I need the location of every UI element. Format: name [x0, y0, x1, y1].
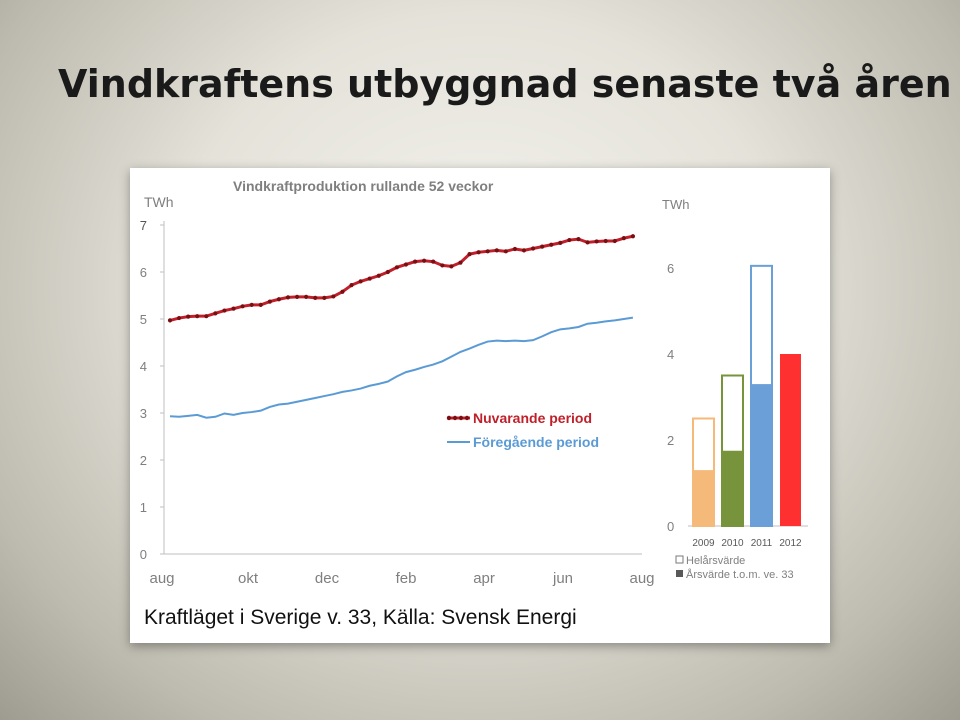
x-tick-label: feb [396, 570, 417, 587]
y-tick-label: 2 [140, 453, 147, 468]
chart-panel: 0 1 2 3 4 5 6 7 aug okt dec feb apr jun aug TWh Vindkraf… [130, 168, 830, 643]
bar-y-tick-label: 2 [667, 433, 674, 448]
data-point-nuvarande-period [521, 248, 527, 253]
data-point-nuvarande-period [594, 239, 599, 244]
data-point-nuvarande-period [512, 246, 518, 252]
line-chart-title: Vindkraftproduktion rullande 52 veckor [233, 178, 494, 194]
data-point-nuvarande-period [412, 259, 418, 264]
bar-arsvarde-2009 [693, 470, 714, 526]
data-point-nuvarande-period [449, 264, 454, 269]
data-point-nuvarande-period [195, 314, 200, 319]
y-axis-label: TWh [144, 194, 174, 210]
legend-marker-nuvarande-period [446, 415, 452, 421]
data-point-nuvarande-period [567, 237, 572, 243]
bar-category-label: 2009 [692, 538, 715, 549]
x-tick-label: aug [149, 570, 174, 587]
data-point-nuvarande-period [240, 304, 245, 309]
bar-category-label: 2010 [721, 538, 744, 549]
data-point-nuvarande-period [585, 240, 590, 245]
data-point-nuvarande-period [612, 238, 617, 244]
x-tick-label: aug [629, 570, 654, 587]
series-line-nuvarande-period [169, 234, 634, 322]
legend-label-arsvarde: Årsvärde t.o.m. ve. 33 [686, 568, 794, 581]
y-tick-label: 4 [140, 359, 147, 374]
data-point-nuvarande-period [494, 248, 499, 253]
data-point-nuvarande-period [540, 244, 545, 249]
data-point-nuvarande-period [385, 269, 390, 275]
data-point-nuvarande-period [503, 249, 508, 254]
data-point-nuvarande-period [249, 302, 254, 307]
data-point-nuvarande-period [313, 295, 318, 300]
data-point-nuvarande-period [331, 294, 336, 299]
data-point-nuvarande-period [530, 246, 536, 251]
bar-category-label: 2011 [751, 538, 773, 549]
chart-canvas: 0 1 2 3 4 5 6 7 aug okt dec feb apr jun aug TWh Vindkraf… [140, 178, 808, 587]
data-point-nuvarande-period [285, 295, 291, 300]
bar-arsvarde-2011 [751, 384, 772, 526]
data-point-nuvarande-period [630, 234, 636, 239]
bar-y-axis-label: TWh [662, 197, 689, 212]
bar-y-tick-label: 0 [667, 519, 674, 534]
data-point-nuvarande-period [294, 294, 300, 300]
data-point-nuvarande-period [204, 314, 209, 319]
data-point-nuvarande-period [267, 299, 272, 304]
data-point-nuvarande-period [167, 318, 173, 323]
data-point-nuvarande-period [186, 314, 191, 319]
bar-y-tick-label: 4 [667, 347, 674, 362]
data-point-nuvarande-period [549, 242, 554, 247]
data-point-nuvarande-period [304, 294, 309, 300]
data-point-nuvarande-period [403, 262, 409, 267]
data-point-nuvarande-period [322, 295, 327, 300]
bar-y-tick-label: 6 [667, 261, 674, 276]
data-point-nuvarande-period [440, 263, 445, 268]
y-tick-label: 5 [140, 312, 147, 327]
data-point-nuvarande-period [422, 258, 427, 263]
data-point-nuvarande-period [276, 297, 282, 302]
x-tick-label: apr [473, 570, 495, 587]
y-tick-label: 1 [140, 500, 147, 515]
legend-marker-nuvarande-period [464, 415, 470, 421]
data-point-nuvarande-period [485, 249, 490, 254]
legend-marker-nuvarande-period [458, 415, 464, 421]
data-point-nuvarande-period [222, 308, 227, 313]
chart-caption: Kraftläget i Sverige v. 33, Källa: Svens… [144, 606, 577, 629]
bar-arsvarde-2012 [780, 354, 801, 526]
bar-arsvarde-2010 [722, 450, 743, 526]
data-point-nuvarande-period [367, 276, 372, 281]
data-point-nuvarande-period [458, 260, 463, 265]
data-point-nuvarande-period [394, 265, 400, 270]
legend-swatch-helarsvarde [675, 555, 684, 564]
data-point-nuvarande-period [258, 302, 263, 307]
y-tick-label: 7 [140, 218, 147, 233]
legend-marker-nuvarande-period [452, 415, 458, 421]
x-tick-label: dec [315, 570, 340, 587]
data-point-nuvarande-period [431, 259, 436, 264]
data-point-nuvarande-period [358, 279, 363, 284]
data-point-nuvarande-period [558, 240, 563, 245]
data-point-nuvarande-period [376, 273, 381, 278]
x-tick-label: okt [238, 570, 259, 587]
x-tick-label: jun [552, 570, 573, 587]
data-point-nuvarande-period [231, 306, 236, 311]
legend-label-nuvarande-period: Nuvarande period [473, 410, 592, 426]
legend-label-foregaende-period: Föregående period [473, 434, 599, 450]
data-point-nuvarande-period [621, 236, 626, 241]
bar-category-label: 2012 [779, 538, 802, 549]
legend-label-helarsvarde: Helårsvärde [686, 555, 745, 567]
slide-title: Vindkraftens utbyggnad senaste två åren [58, 62, 952, 106]
data-point-nuvarande-period [340, 289, 345, 294]
data-point-nuvarande-period [349, 283, 354, 288]
y-tick-label: 6 [140, 265, 147, 280]
data-point-nuvarande-period [213, 311, 218, 316]
data-point-nuvarande-period [467, 252, 472, 257]
data-point-nuvarande-period [476, 250, 481, 255]
legend-swatch-arsvarde [676, 570, 683, 577]
data-point-nuvarande-period [603, 238, 608, 244]
series-line-foregaende-period [169, 316, 634, 419]
data-point-nuvarande-period [576, 237, 581, 242]
y-tick-label: 0 [140, 547, 147, 562]
y-tick-label: 3 [140, 406, 147, 421]
data-point-nuvarande-period [176, 315, 182, 321]
